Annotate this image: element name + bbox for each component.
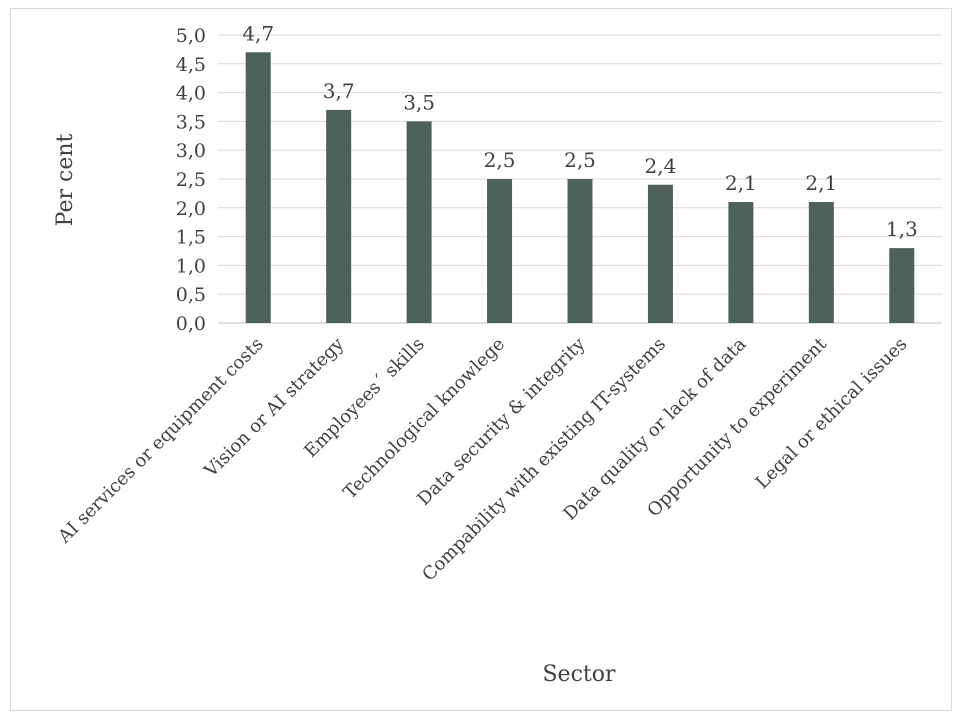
- x-category-label: Data security & integrity: [413, 333, 590, 510]
- data-label: 2,1: [805, 171, 837, 195]
- data-label: 3,7: [323, 79, 355, 103]
- data-label: 1,3: [886, 217, 918, 241]
- bar: [487, 179, 513, 323]
- y-axis-ticks: 0,0 0,5 1,0 1,5 2,0 2,5 3,0 3,5 4,0 4,5 5,0: [176, 25, 206, 335]
- bar: [245, 52, 271, 323]
- bar: [326, 109, 352, 323]
- data-labels: 4,7 3,7 3,5 2,5 2,5 2,4 2,1 2,1 1,3: [242, 21, 917, 241]
- data-label: 2,5: [484, 148, 516, 172]
- data-label: 3,5: [403, 90, 435, 114]
- y-tick-label: 1,5: [176, 227, 206, 249]
- bar: [808, 202, 834, 323]
- y-tick-label: 2,5: [176, 169, 206, 191]
- y-tick-label: 1,0: [176, 255, 206, 277]
- data-label: 2,5: [564, 148, 596, 172]
- y-tick-label: 4,5: [176, 54, 206, 76]
- x-category-label: Technological knowlege: [339, 334, 509, 504]
- y-tick-label: 5,0: [176, 25, 206, 47]
- bar: [889, 248, 915, 323]
- y-tick-label: 4,0: [176, 83, 206, 105]
- data-label: 2,4: [645, 154, 677, 178]
- bar: [406, 121, 432, 324]
- x-axis-title: Sector: [542, 662, 615, 687]
- y-tick-label: 2,0: [176, 198, 206, 220]
- x-category-label: Vision or AI strategy: [200, 333, 349, 482]
- y-tick-label: 3,5: [176, 111, 206, 133]
- data-label: 2,1: [725, 171, 757, 195]
- bar: [567, 179, 593, 323]
- y-tick-label: 0,5: [176, 284, 206, 306]
- bars: [245, 52, 915, 324]
- bar: [728, 202, 754, 323]
- y-tick-label: 3,0: [176, 140, 206, 162]
- y-axis-title: Per cent: [53, 133, 78, 226]
- data-label: 4,7: [242, 21, 274, 45]
- chart-frame: [10, 8, 952, 711]
- x-category-label: Legal or ethical issues: [752, 334, 912, 494]
- y-tick-label: 0,0: [176, 313, 206, 335]
- bar: [647, 184, 673, 323]
